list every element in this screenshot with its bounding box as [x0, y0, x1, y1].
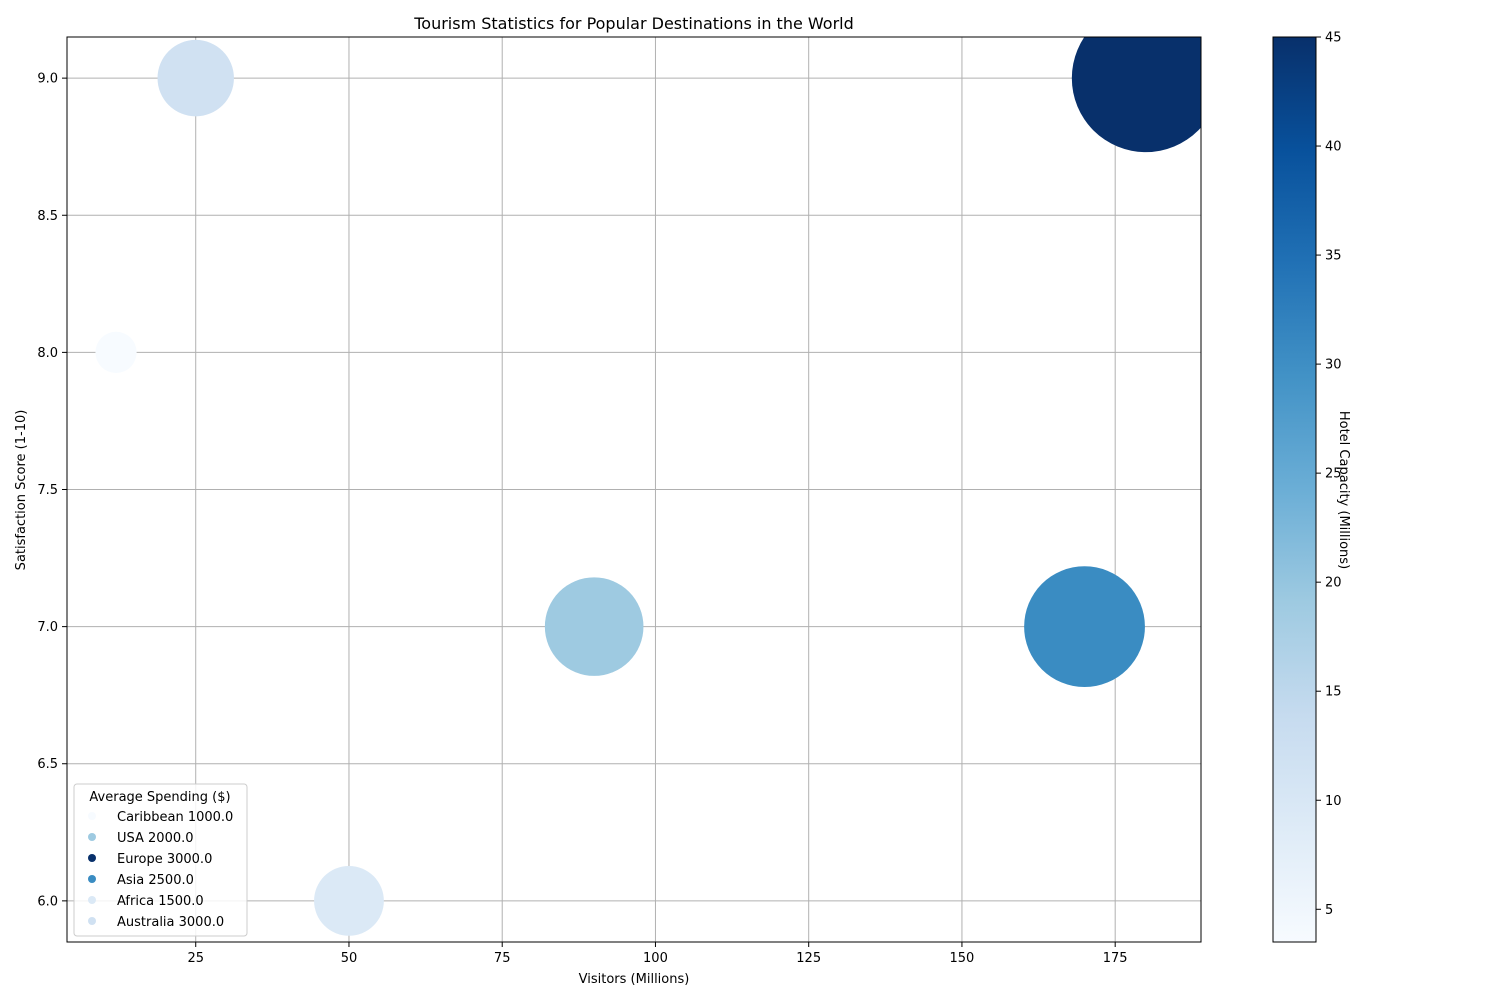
- legend-label: Caribbean 1000.0: [117, 810, 233, 825]
- x-tick-label: 175: [1103, 951, 1128, 966]
- y-tick-label: 9.0: [37, 72, 58, 87]
- legend-label: Europe 3000.0: [117, 852, 212, 867]
- legend-marker: [88, 833, 96, 841]
- colorbar-tick-label: 35: [1325, 249, 1342, 264]
- legend-marker: [88, 875, 96, 883]
- bubble-series: [95, 37, 1201, 936]
- bubble-europe: [1071, 37, 1201, 153]
- legend-label: USA 2000.0: [117, 831, 194, 846]
- colorbar-tick-label: 5: [1325, 903, 1333, 918]
- x-axis-label: Visitors (Millions): [579, 972, 690, 987]
- chart-title: Tourism Statistics for Popular Destinati…: [413, 14, 854, 33]
- legend-title: Average Spending ($): [89, 790, 230, 805]
- legend: Average Spending ($) Caribbean 1000.0 USA…: [73, 783, 248, 937]
- legend-label: Asia 2500.0: [117, 873, 194, 888]
- y-tick-label: 7.0: [37, 620, 58, 635]
- legend-box: [73, 783, 248, 937]
- bubble-caribbean: [95, 331, 137, 373]
- bubble-asia: [1024, 566, 1145, 688]
- legend-marker: [88, 896, 96, 904]
- y-axis-ticks: 6.0 6.5 7.0 7.5 8.0 8.5 9.0: [37, 72, 67, 909]
- legend-label: Australia 3000.0: [117, 915, 224, 930]
- y-axis-label: Satisfaction Score (1-10): [14, 410, 29, 571]
- x-tick-label: 150: [950, 951, 975, 966]
- y-tick-label: 7.5: [37, 483, 58, 498]
- colorbar-tick-label: 25: [1325, 467, 1342, 482]
- colorbar-tick-label: 15: [1325, 685, 1342, 700]
- bubble-usa: [544, 577, 644, 676]
- bubble-australia: [157, 39, 234, 117]
- x-tick-label: 50: [341, 951, 358, 966]
- colorbar-gradient: [1272, 36, 1317, 943]
- legend-marker: [88, 917, 96, 925]
- x-tick-label: 25: [187, 951, 204, 966]
- legend-entries: Caribbean 1000.0 USA 2000.0 Europe 3000.0 A…: [88, 810, 233, 930]
- colorbar-ticks: 5 10 15 20 25 30 35 40 45: [1316, 31, 1342, 918]
- x-axis-ticks: 25 50 75 100 125 150 175: [187, 942, 1128, 966]
- y-tick-label: 6.5: [37, 757, 58, 772]
- bubble-africa: [314, 865, 384, 936]
- y-tick-label: 6.0: [37, 894, 58, 909]
- colorbar-tick-label: 30: [1325, 358, 1342, 373]
- x-tick-label: 125: [796, 951, 821, 966]
- colorbar: 5 10 15 20 25 30 35 40 45 Hotel Capacity (Millio…: [1272, 31, 1351, 943]
- colorbar-tick-label: 45: [1325, 31, 1342, 46]
- y-tick-label: 8.0: [37, 346, 58, 361]
- x-tick-label: 100: [643, 951, 668, 966]
- colorbar-tick-label: 10: [1325, 794, 1342, 809]
- colorbar-tick-label: 40: [1325, 140, 1342, 155]
- grid-lines: [67, 37, 1201, 942]
- y-tick-label: 8.5: [37, 209, 58, 224]
- legend-marker: [88, 854, 96, 862]
- colorbar-tick-label: 20: [1325, 576, 1342, 591]
- colorbar-label: Hotel Capacity (Millions): [1336, 411, 1351, 569]
- x-tick-label: 75: [494, 951, 511, 966]
- legend-label: Africa 1500.0: [117, 894, 204, 909]
- legend-marker: [88, 812, 96, 820]
